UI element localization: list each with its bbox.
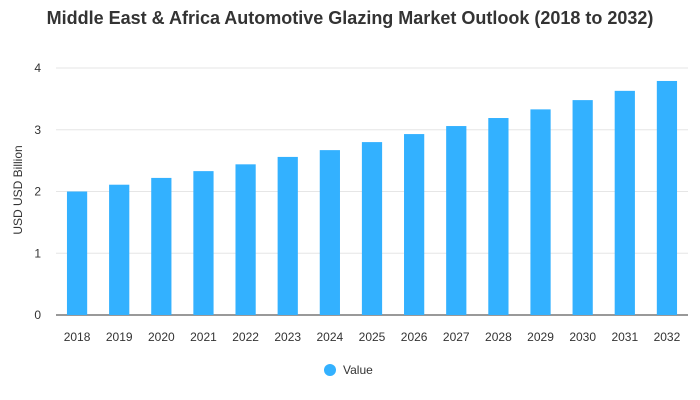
bars: [66, 80, 678, 315]
bar-2020: [151, 177, 172, 315]
bar-2028: [488, 118, 509, 315]
bar-2025: [361, 142, 383, 315]
chart-title: Middle East & Africa Automotive Glazing …: [46, 8, 654, 28]
y-tick-label: 1: [34, 246, 41, 260]
y-tick-label: 0: [34, 308, 41, 322]
y-tick-label: 2: [34, 185, 41, 199]
x-tick-label: 2023: [274, 330, 301, 344]
bar-2031: [614, 90, 635, 315]
x-tick-label: 2021: [190, 330, 217, 344]
legend-label: Value: [343, 363, 373, 377]
bar-2019: [109, 184, 130, 315]
x-tick-label: 2031: [611, 330, 638, 344]
bar-2018: [66, 191, 88, 315]
y-tick-label: 4: [34, 61, 41, 75]
bar-2030: [572, 100, 593, 315]
x-tick-label: 2025: [359, 330, 386, 344]
x-tick-label: 2024: [317, 330, 344, 344]
x-tick-label: 2032: [654, 330, 681, 344]
x-tick-label: 2029: [527, 330, 554, 344]
x-tick-label: 2028: [485, 330, 512, 344]
bar-2032: [656, 80, 678, 315]
bar-2021: [193, 171, 214, 315]
x-tick-label: 2018: [64, 330, 91, 344]
bar-2029: [530, 109, 551, 315]
bar-2022: [235, 164, 256, 315]
x-tick-label: 2027: [443, 330, 470, 344]
x-tick-label: 2026: [401, 330, 428, 344]
y-axis-title: USD USD Billion: [11, 145, 25, 234]
x-axis-ticks: 2018 2019 2020 2021 2022 2023 2024 2025 2026 2027…: [64, 330, 681, 344]
y-tick-label: 3: [34, 123, 41, 137]
bar-2024: [319, 150, 340, 315]
bar-2026: [404, 134, 425, 315]
x-tick-label: 2022: [232, 330, 259, 344]
x-tick-label: 2030: [569, 330, 596, 344]
bar-2023: [277, 156, 298, 315]
legend: Value: [324, 363, 373, 377]
x-tick-label: 2019: [106, 330, 133, 344]
legend-swatch: [324, 364, 336, 376]
x-tick-label: 2020: [148, 330, 175, 344]
y-axis-ticks: 0 1 2 3 4: [34, 61, 41, 322]
bar-2027: [446, 126, 467, 315]
